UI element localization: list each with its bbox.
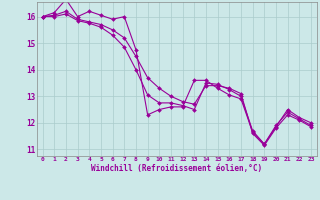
X-axis label: Windchill (Refroidissement éolien,°C): Windchill (Refroidissement éolien,°C) — [91, 164, 262, 173]
